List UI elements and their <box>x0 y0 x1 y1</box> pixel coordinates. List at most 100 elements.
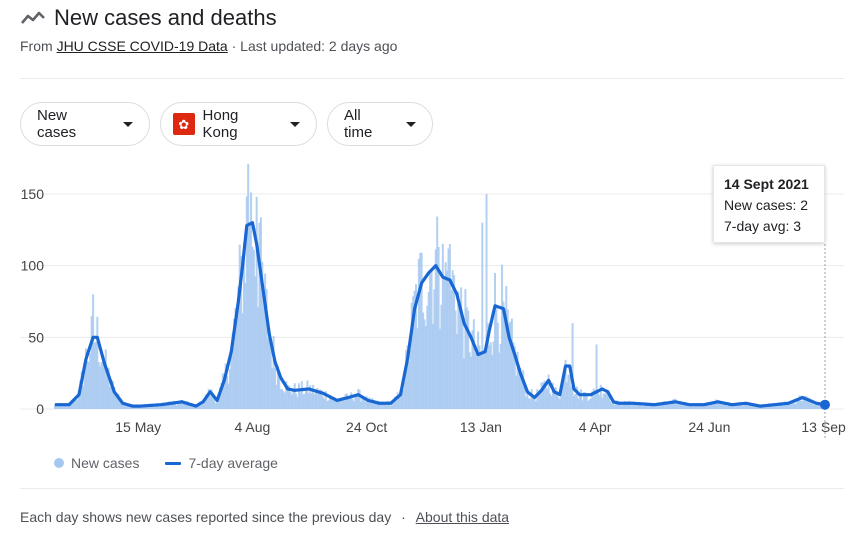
bar-new-cases <box>55 405 58 409</box>
bar-new-cases <box>670 402 673 409</box>
bar-new-cases <box>527 398 530 409</box>
bar-new-cases <box>584 392 587 409</box>
bar-new-cases <box>262 292 265 409</box>
bar-new-cases <box>767 405 770 409</box>
trending-icon <box>21 11 45 24</box>
bar-new-cases <box>688 406 691 409</box>
bar-new-cases <box>595 344 598 409</box>
bar-new-cases <box>729 404 732 409</box>
bar-new-cases <box>533 398 536 409</box>
bar-new-cases <box>743 404 746 409</box>
bar-new-cases <box>242 242 245 409</box>
bar-new-cases <box>337 401 340 409</box>
region-label: Hong Kong <box>202 107 239 141</box>
bar-new-cases <box>539 389 542 409</box>
about-data-link[interactable]: About this data <box>415 509 510 525</box>
bar-new-cases <box>708 402 711 409</box>
bar-new-cases <box>200 405 203 409</box>
bar-new-cases <box>574 393 577 409</box>
bar-new-cases <box>70 399 73 409</box>
bar-new-cases <box>506 309 509 409</box>
bar-new-cases <box>602 393 605 409</box>
bar-new-cases <box>171 403 174 409</box>
bar-new-cases <box>92 294 95 409</box>
bar-new-cases <box>653 404 656 409</box>
bar-new-cases <box>364 401 367 409</box>
bar-new-cases <box>77 390 80 409</box>
bar-new-cases <box>365 396 368 409</box>
bar-new-cases <box>341 398 344 409</box>
bar-new-cases <box>619 404 622 409</box>
bar-new-cases <box>424 326 427 409</box>
bar-new-cases <box>671 399 674 409</box>
bar-new-cases <box>436 216 439 409</box>
bar-new-cases <box>290 394 293 409</box>
tooltip-average: 7-day avg: 3 <box>724 218 802 234</box>
bar-new-cases <box>271 368 274 409</box>
bar-new-cases <box>462 358 465 409</box>
bar-new-cases <box>778 404 781 409</box>
bar-new-cases <box>292 390 295 409</box>
bar-new-cases <box>407 361 410 409</box>
bar-new-cases <box>457 291 460 409</box>
bar-new-cases <box>228 368 231 409</box>
bar-new-cases <box>374 402 377 409</box>
bar-new-cases <box>464 289 467 409</box>
chevron-down-icon <box>290 121 300 127</box>
bar-new-cases <box>790 401 793 409</box>
bar-new-cases <box>603 393 607 409</box>
bar-new-cases <box>560 395 563 409</box>
bar-new-cases <box>811 399 814 409</box>
bar-new-cases <box>654 405 657 409</box>
bar-new-cases <box>633 402 636 409</box>
bar-new-cases <box>660 404 663 409</box>
cases-chart[interactable]: 0 50 100 150 15 May 4 Aug 24 Oct 13 Jan 4 Apr 24 … <box>0 150 850 450</box>
bar-new-cases <box>446 270 449 409</box>
bar-new-cases <box>773 405 776 409</box>
metric-dropdown[interactable]: New cases <box>20 102 150 146</box>
bar-new-cases <box>816 405 819 409</box>
bar-new-cases <box>381 402 384 409</box>
bar-new-cases <box>319 389 322 409</box>
bar-new-cases <box>565 382 568 409</box>
bar-new-cases <box>65 403 68 409</box>
source-prefix: From <box>20 38 53 54</box>
bar-new-cases <box>705 405 708 409</box>
bar-new-cases <box>785 404 788 409</box>
bar-new-cases <box>794 404 797 409</box>
bar-new-cases <box>99 366 102 409</box>
x-tick-label: 4 Aug <box>235 419 271 435</box>
bar-new-cases <box>777 403 780 409</box>
bar-new-cases <box>801 400 804 409</box>
bar-new-cases <box>350 392 353 409</box>
bar-new-cases <box>371 398 374 409</box>
bar-new-cases <box>519 367 522 409</box>
bar-new-cases <box>485 194 488 409</box>
source-link[interactable]: JHU CSSE COVID-19 Data <box>56 38 228 54</box>
bar-new-cases <box>221 373 224 409</box>
bar-new-cases <box>412 296 415 409</box>
bar-new-cases <box>795 401 798 409</box>
bar-new-cases <box>437 247 440 409</box>
bar-new-cases <box>250 192 253 409</box>
bar-new-cases <box>563 370 566 409</box>
x-tick-label: 4 Apr <box>579 419 612 435</box>
bar-new-cases <box>415 284 418 409</box>
bar-new-cases <box>389 405 392 409</box>
bar-new-cases <box>343 400 346 409</box>
bar-new-cases <box>247 163 250 409</box>
bar-new-cases <box>121 402 124 409</box>
bar-new-cases <box>347 396 350 409</box>
bar-new-cases <box>117 393 120 409</box>
bar-new-cases <box>303 393 306 409</box>
region-dropdown[interactable]: ✿ Hong Kong <box>160 102 317 146</box>
range-dropdown[interactable]: All time <box>327 102 433 146</box>
bar-new-cases <box>124 403 127 409</box>
bar-new-cases <box>306 380 309 409</box>
bar-new-cases <box>575 386 578 409</box>
bar-new-cases <box>505 286 508 409</box>
metric-label: New cases <box>37 107 77 141</box>
bar-new-cases <box>510 318 513 409</box>
bar-new-cases <box>454 310 457 409</box>
bar-new-cases <box>557 397 560 409</box>
